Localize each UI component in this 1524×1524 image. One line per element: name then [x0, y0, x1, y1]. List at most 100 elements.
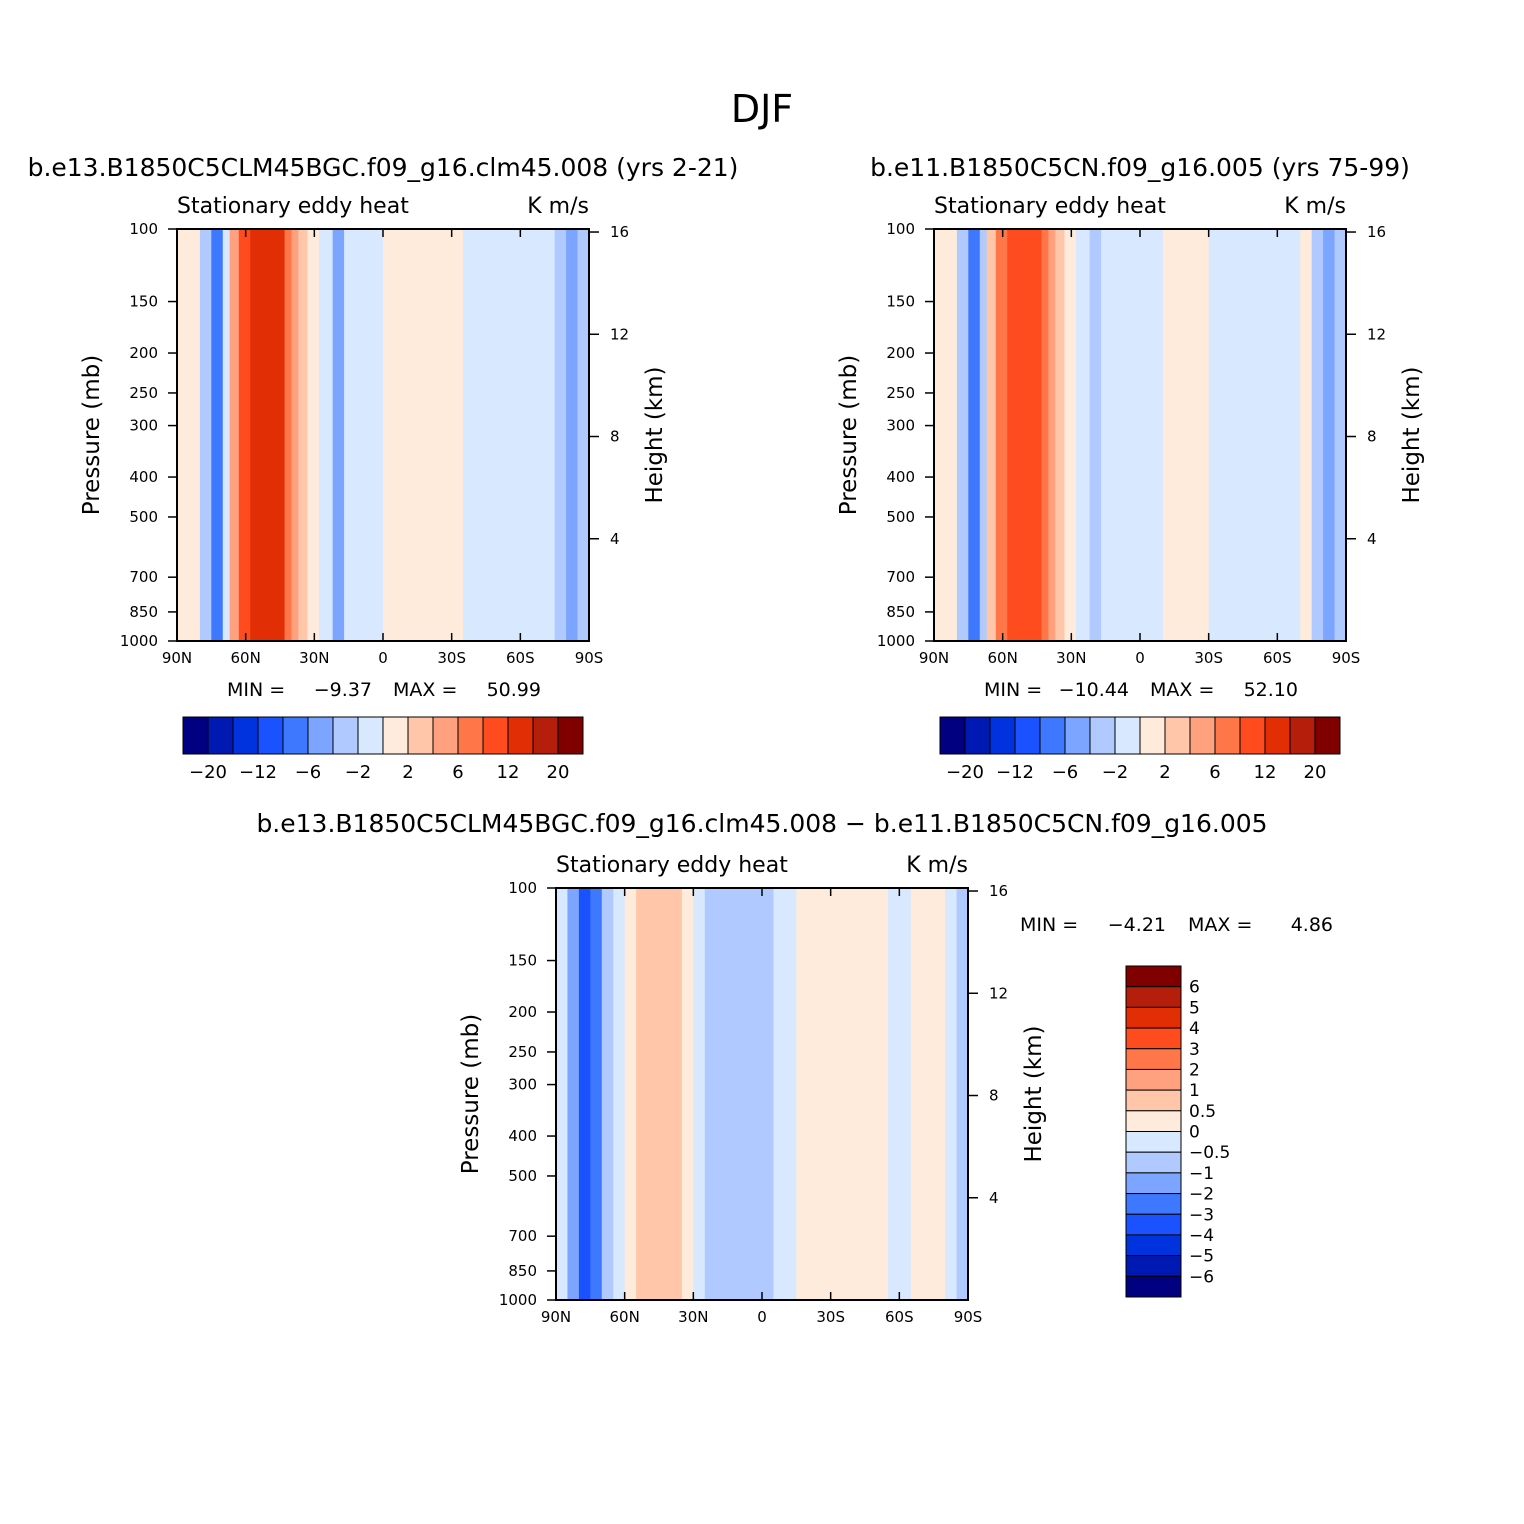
heatmap-band — [945, 229, 958, 641]
y2-tick-label: 16 — [610, 223, 629, 241]
y-tick-label: 100 — [886, 220, 915, 238]
heatmap-band — [578, 888, 591, 1300]
heatmap-band — [1185, 229, 1198, 641]
heatmap-band — [1220, 229, 1233, 641]
heatmap-band — [1288, 229, 1301, 641]
min-value: −10.44 — [1059, 679, 1129, 701]
heatmap-band — [567, 888, 580, 1300]
y-tick-label: 200 — [508, 1003, 537, 1021]
colorbar-box — [1125, 1006, 1182, 1029]
colorbar-box — [1125, 1213, 1182, 1236]
colorbar-label: 6 — [1209, 762, 1220, 783]
colorbar-label: −6 — [1189, 1267, 1214, 1287]
heatmap-band — [979, 229, 988, 641]
heatmap-band — [636, 888, 649, 1300]
heatmap-band — [933, 888, 946, 1300]
colorbar-box — [1314, 716, 1341, 755]
heatmap-band — [1101, 229, 1118, 641]
panel-units: K m/s — [527, 194, 589, 219]
heatmap-band — [238, 229, 251, 641]
colorbar-label: −3 — [1189, 1205, 1214, 1225]
panel-right: b.e11.B1850C5CN.f09_g16.005 (yrs 75-99) S… — [836, 153, 1425, 783]
y2-tick-label: 16 — [1367, 223, 1386, 241]
heatmap-band — [819, 888, 832, 1300]
heatmap-band — [899, 888, 912, 1300]
min-value: −9.37 — [314, 679, 372, 701]
heatmap-band — [716, 888, 729, 1300]
y-tick-label: 300 — [508, 1076, 537, 1094]
heatmap-band — [394, 229, 407, 641]
max-label: MAX = — [393, 679, 457, 701]
heatmap-band — [344, 229, 361, 641]
colorbar-box — [1125, 1068, 1182, 1091]
heatmap-band — [1277, 229, 1290, 641]
y2-tick-label: 12 — [989, 984, 1008, 1002]
heatmap-band — [762, 888, 775, 1300]
colorbar-label: 0.5 — [1189, 1102, 1216, 1122]
colorbar-label: 5 — [1189, 998, 1200, 1018]
colorbar-box — [1125, 1131, 1182, 1153]
colorbar-label: 2 — [1189, 1060, 1200, 1080]
colorbar-box — [1125, 965, 1182, 988]
colorbar-box — [307, 716, 334, 755]
heatmap-band — [486, 229, 499, 641]
heatmap-band — [1055, 229, 1066, 641]
heatmap-band — [1140, 229, 1153, 641]
colorbar-box — [432, 716, 459, 755]
heatmap-band — [986, 229, 997, 641]
colorbar-label: −6 — [295, 762, 322, 783]
colorbar-label: 6 — [452, 762, 463, 783]
heatmap-band — [543, 229, 556, 641]
heatmap-band — [250, 229, 265, 641]
heatmap-band — [463, 229, 476, 641]
heatmap-band — [531, 229, 544, 641]
x-tick-label: 60N — [231, 649, 261, 667]
heatmap-band — [784, 888, 797, 1300]
min-value: −4.21 — [1108, 914, 1166, 936]
colorbar-label: −2 — [1189, 1185, 1214, 1205]
heatmap-band — [291, 229, 299, 641]
max-value: 50.99 — [487, 679, 541, 701]
heatmap-band — [211, 229, 224, 641]
heatmap-band — [704, 888, 717, 1300]
y2-axis-label: Height (km) — [1399, 366, 1425, 503]
colorbar-box — [1089, 716, 1116, 755]
y-tick-label: 1000 — [877, 632, 915, 650]
colorbar-box — [1125, 1275, 1182, 1298]
figure-title: DJF — [731, 87, 793, 131]
x-tick-label: 60N — [988, 649, 1018, 667]
colorbar-box — [1114, 716, 1141, 755]
colorbar-box — [1125, 1151, 1182, 1174]
colorbar-box — [1125, 1048, 1182, 1070]
y2-tick-label: 4 — [610, 530, 620, 548]
y-tick-label: 700 — [508, 1227, 537, 1245]
y-tick-label: 300 — [886, 417, 915, 435]
colorbar-label: 2 — [402, 762, 413, 783]
colorbar-label: −0.5 — [1189, 1143, 1230, 1163]
heatmap-band — [1197, 229, 1210, 641]
colorbar-box — [557, 716, 584, 755]
heatmap-band — [1048, 229, 1056, 641]
y-axis-label: Pressure (mb) — [836, 355, 862, 515]
heatmap-band — [1311, 229, 1324, 641]
min-label: MIN = — [1020, 914, 1078, 936]
heatmap-band — [554, 229, 567, 641]
heatmap-band — [332, 229, 345, 641]
heatmap-band — [307, 229, 320, 641]
colorbar-label: 12 — [497, 762, 520, 783]
max-label: MAX = — [1188, 914, 1252, 936]
colorbar-label: −12 — [239, 762, 277, 783]
y2-tick-label: 8 — [1367, 428, 1377, 446]
y-tick-label: 250 — [508, 1043, 537, 1061]
x-tick-label: 60S — [1263, 649, 1292, 667]
heatmap-band — [520, 229, 533, 641]
colorbar-box — [1039, 716, 1066, 755]
heatmap-band — [750, 888, 763, 1300]
heatmap-band — [739, 888, 752, 1300]
y2-tick-label: 12 — [1367, 325, 1386, 343]
heatmap-band — [613, 888, 626, 1300]
heatmap-band — [693, 888, 706, 1300]
heatmap-band — [566, 229, 579, 641]
x-tick-label: 60N — [610, 1308, 640, 1326]
panel-left: b.e13.B1850C5CLM45BGC.f09_g16.clm45.008 … — [28, 153, 739, 783]
